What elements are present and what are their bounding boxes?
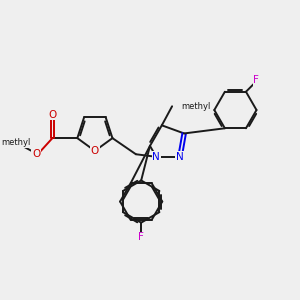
Text: O: O [48, 110, 57, 120]
Text: O: O [91, 146, 99, 156]
Text: N: N [176, 152, 184, 162]
Text: methyl: methyl [1, 138, 31, 147]
Text: F: F [253, 75, 259, 85]
Text: N: N [152, 152, 160, 162]
Text: F: F [138, 232, 144, 242]
Text: methyl: methyl [181, 102, 210, 111]
Text: O: O [32, 149, 41, 159]
